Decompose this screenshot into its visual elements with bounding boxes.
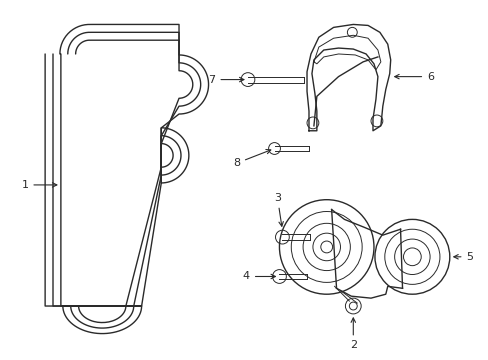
Text: 1: 1 xyxy=(21,180,57,190)
Text: 8: 8 xyxy=(232,149,270,168)
Text: 7: 7 xyxy=(208,75,244,85)
Text: 3: 3 xyxy=(273,193,283,226)
Text: 4: 4 xyxy=(243,271,275,282)
Text: 5: 5 xyxy=(453,252,472,262)
Text: 2: 2 xyxy=(349,318,356,351)
Text: 6: 6 xyxy=(394,72,433,82)
